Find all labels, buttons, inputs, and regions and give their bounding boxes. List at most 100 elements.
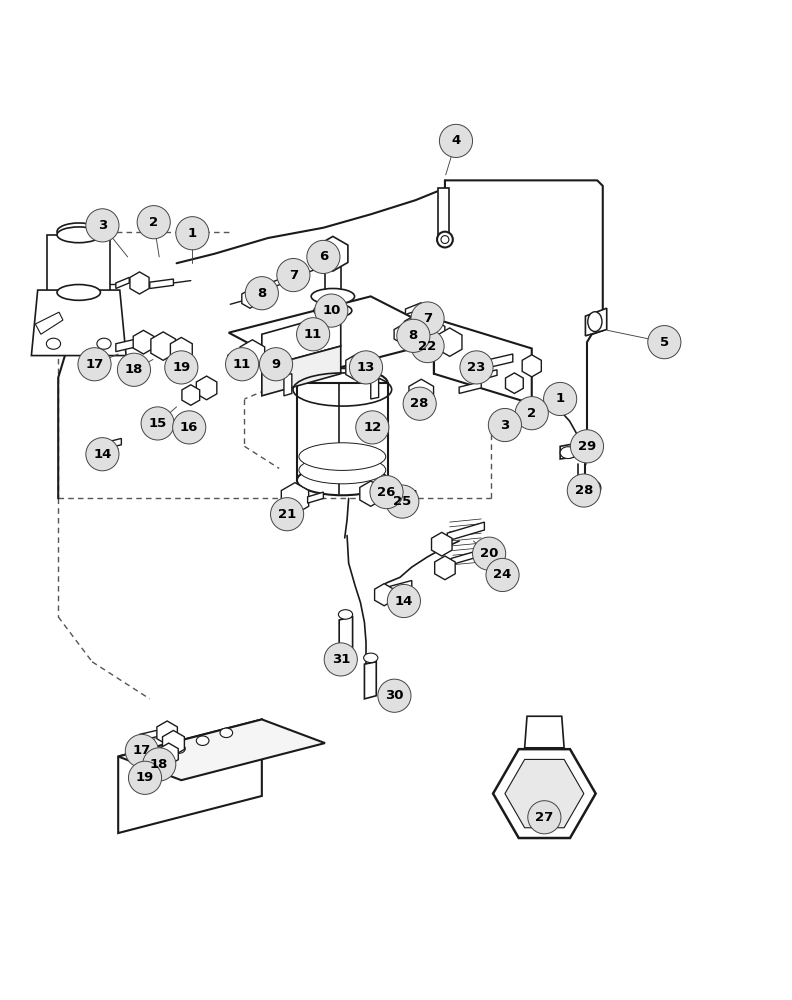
Text: 20: 20 [480,547,498,560]
Circle shape [460,351,493,384]
Circle shape [307,240,340,273]
Polygon shape [475,370,497,382]
Text: 3: 3 [97,219,107,232]
Polygon shape [307,492,323,503]
Polygon shape [406,303,421,315]
Text: 7: 7 [289,269,298,282]
Circle shape [486,558,519,592]
Polygon shape [284,374,291,396]
Circle shape [386,485,419,518]
Circle shape [271,498,303,531]
Circle shape [440,124,473,157]
Polygon shape [315,257,331,271]
Ellipse shape [220,728,233,738]
Circle shape [411,302,444,335]
Ellipse shape [57,285,101,300]
Polygon shape [118,719,325,780]
Polygon shape [183,386,205,399]
Circle shape [176,217,209,250]
Text: 27: 27 [535,811,554,824]
Text: 8: 8 [409,329,418,342]
Circle shape [86,438,119,471]
Polygon shape [116,277,129,288]
Circle shape [78,348,111,381]
Ellipse shape [299,456,386,484]
Ellipse shape [311,288,355,304]
Text: 6: 6 [318,250,328,263]
Text: 23: 23 [467,361,485,374]
Text: 3: 3 [501,419,509,432]
Circle shape [143,748,176,781]
Text: 8: 8 [257,287,266,300]
Circle shape [141,407,174,440]
Circle shape [125,734,158,768]
Polygon shape [150,279,173,288]
Circle shape [324,643,357,676]
Text: 11: 11 [304,328,322,341]
Text: 14: 14 [394,595,413,608]
Circle shape [473,537,506,570]
Circle shape [117,353,150,386]
Polygon shape [438,188,449,240]
Text: 1: 1 [556,392,565,405]
Text: 31: 31 [332,653,350,666]
Text: 2: 2 [527,407,536,420]
Polygon shape [364,662,376,699]
Text: 17: 17 [86,358,104,371]
Polygon shape [48,235,110,292]
Polygon shape [262,346,341,396]
Text: 21: 21 [278,508,296,521]
Polygon shape [36,312,63,334]
Ellipse shape [97,338,111,349]
Ellipse shape [173,744,185,753]
Polygon shape [434,318,531,404]
Polygon shape [585,308,607,336]
Polygon shape [524,716,564,748]
Polygon shape [105,438,121,449]
Circle shape [246,277,279,310]
Polygon shape [139,729,163,741]
Circle shape [296,318,329,351]
Polygon shape [388,581,412,593]
Polygon shape [229,296,453,375]
Text: 16: 16 [180,421,199,434]
Polygon shape [262,312,341,367]
Text: 19: 19 [136,771,154,784]
Ellipse shape [560,447,576,459]
Circle shape [489,408,521,442]
Polygon shape [118,719,262,833]
Polygon shape [571,484,593,496]
Polygon shape [447,522,485,541]
Circle shape [567,474,600,507]
Text: 17: 17 [133,744,151,757]
Circle shape [260,348,292,381]
Circle shape [648,326,681,359]
Text: 22: 22 [418,340,436,353]
Polygon shape [560,443,577,459]
Circle shape [527,801,561,834]
Polygon shape [285,271,299,283]
Text: 1: 1 [188,227,197,240]
Ellipse shape [47,338,60,349]
Text: 15: 15 [149,417,167,430]
Ellipse shape [149,752,162,761]
Ellipse shape [314,303,352,318]
Text: 18: 18 [125,363,143,376]
Text: 5: 5 [660,336,669,349]
Polygon shape [489,354,512,367]
Text: 9: 9 [272,358,280,371]
Circle shape [86,209,119,242]
Circle shape [314,294,348,327]
Text: 30: 30 [385,689,404,702]
Circle shape [411,330,444,363]
Text: 7: 7 [423,312,432,325]
Circle shape [543,382,577,416]
Ellipse shape [299,443,386,470]
Circle shape [226,348,259,381]
Text: 18: 18 [150,758,169,771]
Circle shape [277,258,310,292]
Text: 29: 29 [578,440,596,453]
Text: 11: 11 [233,358,251,371]
Ellipse shape [338,610,352,619]
Text: 25: 25 [393,495,411,508]
